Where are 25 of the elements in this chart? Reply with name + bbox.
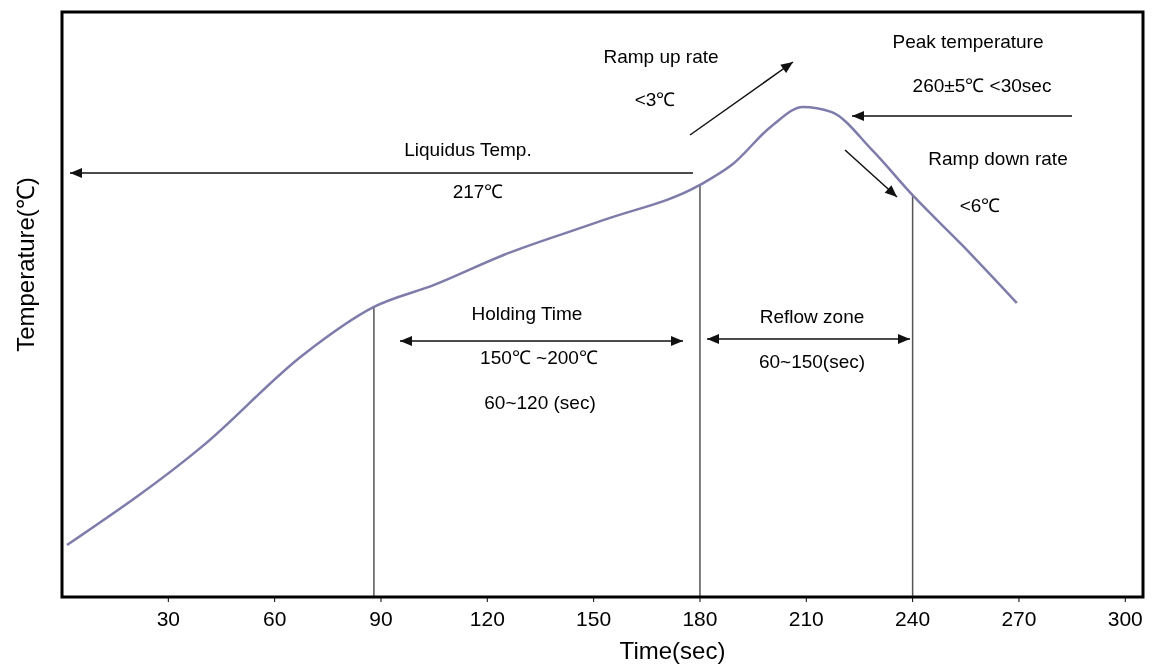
annotation: 60~150(sec) [758,351,866,372]
x-tick-label: 150 [576,607,612,630]
x-tick-label: 120 [469,607,505,630]
annotation: Ramp down rate [928,148,1068,169]
x-tick-label: 300 [1107,607,1143,630]
y-axis-title: Temperature(℃) [12,177,39,352]
annotation: Liquidus Temp. [404,139,532,160]
annotation: Reflow zone [759,306,865,327]
x-tick-label: 240 [895,607,931,630]
text: 260±5℃ <30sec [912,75,1052,96]
x-tick-label: 90 [369,607,393,630]
x-tick-label: 60 [262,607,287,630]
x-tick-label: 180 [682,607,718,630]
text: Peak temperature [892,31,1044,52]
annotation: <6℃ [959,195,1001,216]
x-tick-label: 210 [788,607,824,630]
x-axis-title: Time(sec) [619,637,726,664]
x-tick-label: 30 [156,607,181,630]
text: Ramp up rate [603,46,719,67]
annotation: <3℃ [634,89,676,110]
annotation: 217℃ [452,181,504,202]
annotation: Holding Time [471,303,583,324]
x-tick-label: 270 [1001,607,1037,630]
annotation: 60~120 (sec) [484,392,596,413]
annotation: 150℃ ~200℃ [480,347,598,368]
